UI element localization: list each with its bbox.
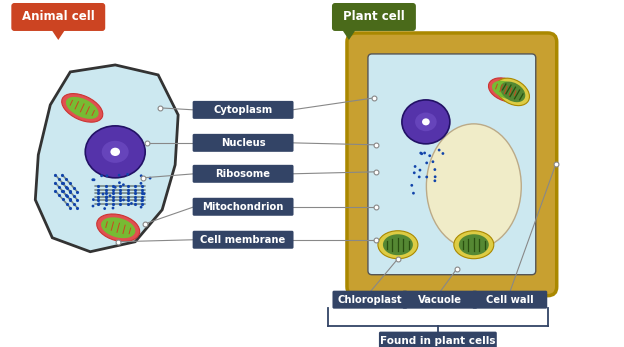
Ellipse shape xyxy=(423,152,426,154)
FancyBboxPatch shape xyxy=(193,231,293,249)
FancyBboxPatch shape xyxy=(472,291,547,309)
Ellipse shape xyxy=(442,152,444,155)
Ellipse shape xyxy=(105,195,108,198)
Ellipse shape xyxy=(112,207,114,210)
Text: Ribosome: Ribosome xyxy=(215,169,271,179)
Text: Chloroplast: Chloroplast xyxy=(338,295,402,305)
Ellipse shape xyxy=(412,192,415,195)
Ellipse shape xyxy=(114,186,117,189)
FancyBboxPatch shape xyxy=(368,54,536,275)
Ellipse shape xyxy=(92,178,95,181)
Ellipse shape xyxy=(489,78,523,102)
Text: Vacuole: Vacuole xyxy=(418,295,462,305)
Ellipse shape xyxy=(426,176,428,178)
Ellipse shape xyxy=(419,152,422,154)
FancyBboxPatch shape xyxy=(347,33,557,296)
Ellipse shape xyxy=(500,82,525,102)
Ellipse shape xyxy=(105,174,109,177)
Polygon shape xyxy=(341,28,357,40)
Ellipse shape xyxy=(438,149,441,151)
Polygon shape xyxy=(36,65,178,252)
Ellipse shape xyxy=(432,160,434,163)
Text: Plant cell: Plant cell xyxy=(343,10,405,24)
Text: Cell wall: Cell wall xyxy=(486,295,534,305)
Ellipse shape xyxy=(101,217,135,238)
FancyBboxPatch shape xyxy=(193,134,293,152)
Ellipse shape xyxy=(140,182,142,185)
Ellipse shape xyxy=(122,198,125,201)
Ellipse shape xyxy=(103,207,106,210)
FancyBboxPatch shape xyxy=(332,3,416,31)
FancyBboxPatch shape xyxy=(333,291,407,309)
Ellipse shape xyxy=(92,178,94,181)
Ellipse shape xyxy=(92,198,95,201)
Ellipse shape xyxy=(149,177,152,179)
Text: Found in plant cells: Found in plant cells xyxy=(380,336,495,346)
Polygon shape xyxy=(51,28,66,40)
Ellipse shape xyxy=(100,175,103,177)
FancyBboxPatch shape xyxy=(402,291,477,309)
Ellipse shape xyxy=(434,175,437,178)
Ellipse shape xyxy=(454,231,494,259)
Ellipse shape xyxy=(98,203,100,205)
Ellipse shape xyxy=(383,234,413,255)
Ellipse shape xyxy=(496,78,530,105)
Text: Cytoplasm: Cytoplasm xyxy=(213,105,273,115)
Ellipse shape xyxy=(426,161,428,164)
Text: Nucleus: Nucleus xyxy=(221,138,265,148)
Ellipse shape xyxy=(62,94,103,122)
Ellipse shape xyxy=(378,231,418,259)
Ellipse shape xyxy=(97,214,140,242)
Ellipse shape xyxy=(110,148,120,156)
Ellipse shape xyxy=(434,179,436,182)
Ellipse shape xyxy=(414,165,416,168)
FancyBboxPatch shape xyxy=(379,332,497,347)
Ellipse shape xyxy=(140,175,142,177)
Ellipse shape xyxy=(102,193,104,195)
Ellipse shape xyxy=(118,181,121,184)
Ellipse shape xyxy=(415,112,437,131)
Ellipse shape xyxy=(130,202,133,205)
FancyBboxPatch shape xyxy=(193,198,293,216)
Ellipse shape xyxy=(118,174,120,177)
Ellipse shape xyxy=(109,194,112,197)
Ellipse shape xyxy=(428,154,431,157)
Ellipse shape xyxy=(418,176,421,178)
Ellipse shape xyxy=(140,206,142,209)
Ellipse shape xyxy=(492,81,520,99)
Ellipse shape xyxy=(143,192,145,195)
Ellipse shape xyxy=(422,118,430,125)
Ellipse shape xyxy=(102,141,129,163)
Text: Cell membrane: Cell membrane xyxy=(200,235,286,245)
Ellipse shape xyxy=(413,171,416,174)
Ellipse shape xyxy=(92,205,94,208)
Ellipse shape xyxy=(419,169,421,171)
Ellipse shape xyxy=(426,124,521,249)
Ellipse shape xyxy=(140,200,144,202)
FancyBboxPatch shape xyxy=(11,3,105,31)
FancyBboxPatch shape xyxy=(193,101,293,119)
Text: Animal cell: Animal cell xyxy=(22,10,95,24)
Ellipse shape xyxy=(85,126,145,178)
Ellipse shape xyxy=(421,152,423,155)
Ellipse shape xyxy=(459,234,489,255)
FancyBboxPatch shape xyxy=(193,165,293,183)
Text: Mitochondrion: Mitochondrion xyxy=(202,202,284,212)
Ellipse shape xyxy=(434,168,436,171)
Ellipse shape xyxy=(402,100,450,144)
Ellipse shape xyxy=(411,184,413,187)
Ellipse shape xyxy=(122,183,125,186)
Ellipse shape xyxy=(126,173,129,176)
Ellipse shape xyxy=(66,97,99,119)
